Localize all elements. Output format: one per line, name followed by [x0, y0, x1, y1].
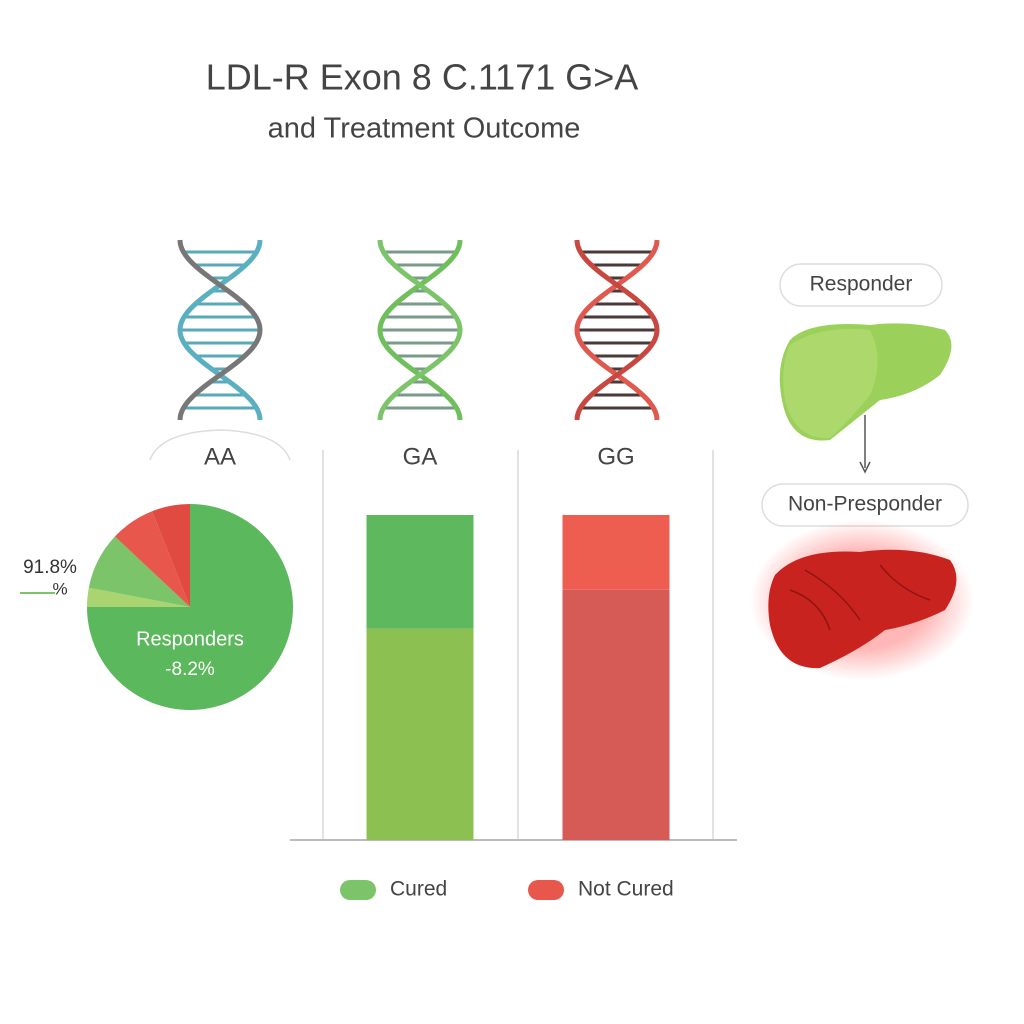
- legend-label: Cured: [390, 878, 447, 901]
- dna-strand: [377, 239, 463, 421]
- dna-strand: [177, 239, 263, 421]
- decoration: [149, 239, 974, 841]
- liver-lobe: [783, 329, 878, 439]
- category-label: AA: [204, 443, 236, 470]
- label-arc: [149, 429, 291, 461]
- category-label: GA: [403, 443, 438, 470]
- legend-label: Not Cured: [578, 878, 674, 901]
- legend-swatch: [340, 880, 376, 900]
- liver-veins: [789, 564, 931, 631]
- annotation: Responders: [136, 628, 244, 650]
- liver-diseased: [768, 549, 957, 669]
- dna-strand: [574, 239, 660, 421]
- pie-slice: [114, 511, 190, 607]
- pie-slice: [152, 504, 190, 607]
- legend-swatch: [528, 880, 564, 900]
- figure-label: Responder: [810, 273, 913, 296]
- annotation: -8.2%: [165, 659, 215, 680]
- title: LDL-R Exon 8 C.1171 G>A: [206, 57, 639, 98]
- annotation: %: [52, 579, 67, 598]
- bar-segment: [366, 515, 474, 629]
- pie-slice: [88, 536, 190, 607]
- annotation: 91.8%: [23, 557, 77, 578]
- dna-strand: [177, 239, 263, 421]
- bar-segment: [366, 628, 474, 840]
- bar-segment: [562, 589, 670, 840]
- pie-slice: [87, 587, 190, 607]
- dna-strand: [574, 239, 660, 421]
- label-pill: [779, 263, 943, 307]
- category-label: GG: [597, 443, 634, 470]
- subtitle: and Treatment Outcome: [268, 113, 581, 145]
- figure-label: Non-Presponder: [788, 493, 942, 516]
- bar-segment: [562, 515, 670, 590]
- arrow-head: [859, 461, 871, 474]
- dna-strand: [377, 239, 463, 421]
